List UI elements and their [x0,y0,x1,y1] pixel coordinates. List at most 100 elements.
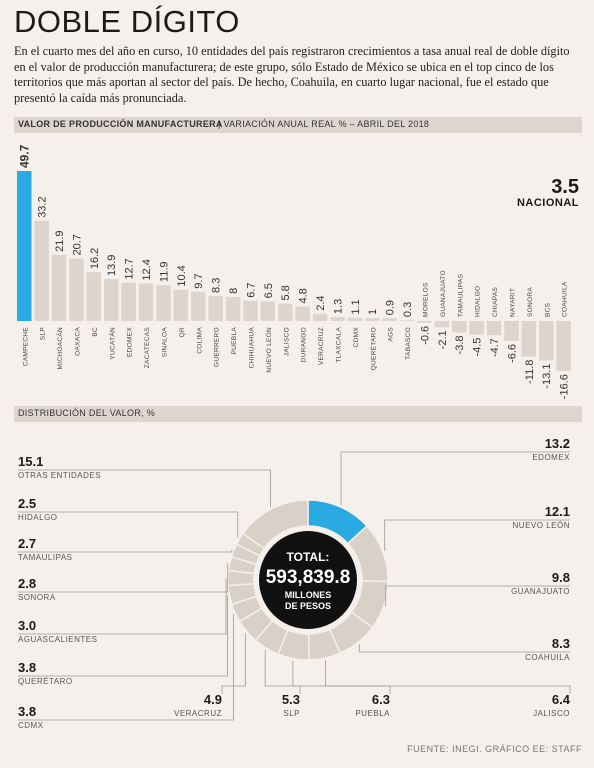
bar-chart: 49.7 CAMPECHE 33.2 SLP 21.9 MICHOACÁN 20.7 OAXA… [17,144,579,399]
bar-coahuila [556,321,571,372]
pie-value-label: 9.8 [552,570,570,585]
bar-category-label: CDMX [353,327,360,348]
bar-value-label: -4.7 [489,338,501,357]
pie-value-label: 2.7 [18,536,36,551]
bar-tamaulipas [452,321,467,333]
pie-value-label: 12.1 [545,504,570,519]
bar-puebla [225,296,241,321]
bar-category-label: OAXACA [74,327,81,356]
bar-category-label: SINALOA [161,327,168,358]
pie-category-label: SONORA [18,593,56,602]
bar-category-label: NAYARIT [509,288,516,317]
bar-guerrero [208,295,223,321]
bar-category-label: CHIHUAHUA [248,327,255,369]
pie-total-unit: MILLONES [285,590,332,600]
pie-category-label: JALISCO [533,709,570,718]
bar-morelos [417,321,432,323]
bar-category-label: GUANAJUATO [440,270,447,317]
bar-category-label: YUCATÁN [107,327,116,360]
bar-quer-taro [365,317,380,321]
bar-value-label: 21.9 [54,230,66,251]
bar-value-label: 16.2 [89,248,101,269]
bar-category-label: TAMAULIPAS [457,273,464,317]
pie-value-label: 3.8 [18,660,36,675]
pie-value-label: 8.3 [552,636,570,651]
pie-category-label: OTRAS ENTIDADES [18,471,101,480]
pie-category-label: CDMX [18,721,44,730]
pie-slice-otras-entidades [241,499,309,550]
bar-yucat-n [104,279,119,321]
pie-leader-line [384,519,570,552]
bar-value-label: 0.9 [385,300,397,315]
bar-guanajuato [434,321,450,328]
pie-value-label: 5.3 [282,692,300,707]
bar-edomex [121,282,136,321]
pie-leader-line [18,549,233,553]
section-title-distribution: DISTRIBUCIÓN DEL VALOR, % [18,408,156,418]
bar-category-label: NUEVO LEÓN [264,327,273,373]
bar-category-label: HIDALGO [475,286,482,317]
pie-value-label: 4.9 [204,692,222,707]
bar-value-label: 33.2 [37,196,49,217]
bar-value-label: 10.4 [176,265,188,286]
bar-category-label: DURANGO [301,327,308,362]
bar-value-label: 9.7 [193,273,205,288]
bar-sinaloa [156,285,171,321]
bar-value-label: 6.7 [245,282,257,297]
bar-chihuahua [243,300,258,321]
national-label: NACIONAL [517,197,579,209]
bar-category-label: QUERÉTARO [368,327,377,370]
bar-category-label: JALISCO [283,327,290,356]
pie-category-label: GUANAJUATO [511,587,570,596]
bar-slp [34,220,49,321]
section-subtitle-production: | VARIACIÓN ANUAL REAL % – ABRIL DEL 201… [218,119,430,129]
pie-total-title: TOTAL: [287,550,330,564]
bar-value-label: -2.1 [437,330,449,349]
bar-value-label: 20.7 [71,234,83,255]
bar-value-label: 2.4 [315,295,327,310]
bar-value-label: 12.7 [124,258,136,279]
bar-zacatecas [138,283,154,321]
bar-value-label: 5.8 [280,285,292,300]
bar-durango [295,306,310,321]
pie-category-label: SLP [283,709,300,718]
pie-value-label: 15.1 [18,454,43,469]
pie-leader-line [340,451,570,505]
bar-category-label: TLAXCALA [335,327,342,363]
pie-category-label: PUEBLA [355,709,390,718]
bar-value-label: 12.4 [141,259,153,280]
bar-category-label: BCS [544,302,551,317]
pie-category-label: TAMAULIPAS [18,553,73,562]
pie-leader-line [18,511,239,538]
bar-category-label: MORELOS [422,282,429,317]
pie-category-label: NUEVO LEÓN [513,521,570,530]
pie-value-label: 2.5 [18,496,36,511]
bar-veracruz [312,313,328,321]
page-title: DOBLE DÍGITO [14,4,240,39]
bar-value-label: 8.3 [211,278,223,293]
bar-category-label: CHIAPAS [492,286,499,317]
bar-value-label: 4.8 [298,288,310,303]
bar-sonora [521,321,537,357]
bar-value-label: 0.3 [402,302,414,317]
pie-value-label: 6.4 [552,692,571,707]
pie-leader-line [18,613,234,721]
pie-category-label: AGUASCALIENTES [18,635,97,644]
bar-ags [382,318,397,321]
bar-bcs [539,321,554,361]
pie-leader-line [18,577,227,635]
bar-campeche [17,171,32,321]
bar-category-label: BC [92,327,99,337]
bar-category-label: SONORA [527,287,534,317]
source-footer: FUENTE: INEGI. GRÁFICO EE: STAFF [407,744,582,754]
bar-value-label: 49.7 [17,144,31,168]
bar-michoac-n [51,254,67,321]
section-header-distribution: DISTRIBUCIÓN DEL VALOR, % [14,406,582,422]
section-subtitle-text: VARIACIÓN ANUAL REAL % – ABRIL DEL 2018 [223,119,430,129]
pie-leader-line [18,595,228,677]
bar-nuevo-le-n [260,301,276,321]
bar-category-label: COAHUILA [562,281,569,317]
bar-value-label: 1 [367,309,379,315]
bar-qr [173,289,189,321]
